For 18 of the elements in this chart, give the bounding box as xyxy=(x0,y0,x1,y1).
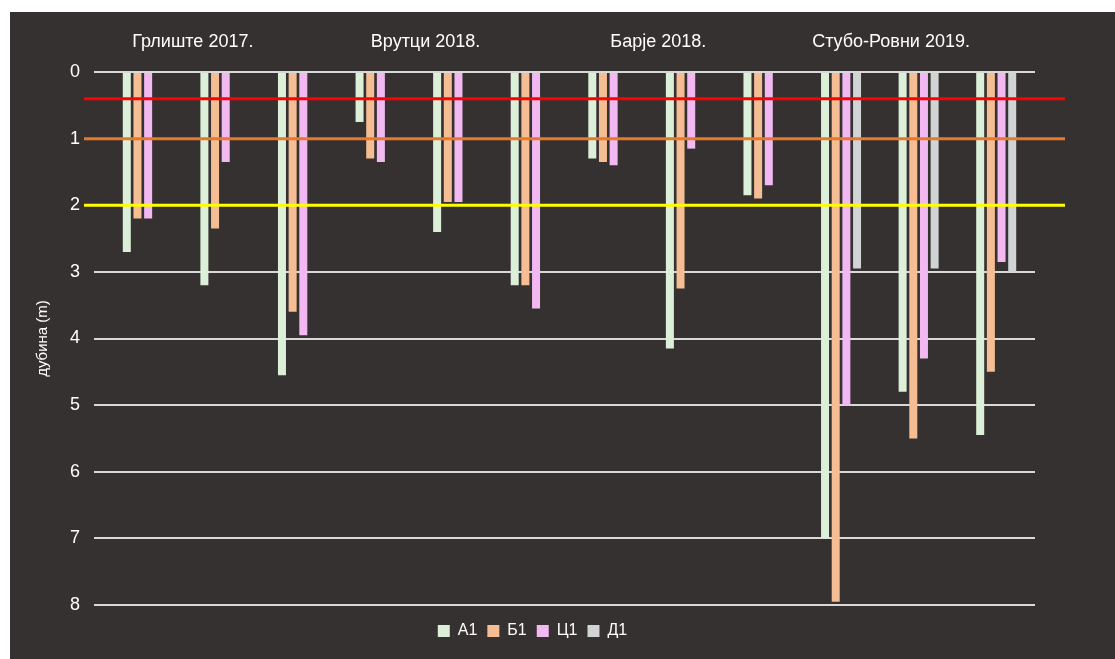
y-axis-title: дубина (m) xyxy=(33,300,51,377)
y-tick-label: 0 xyxy=(70,60,81,81)
y-tick-label: 5 xyxy=(70,394,81,415)
y-tick-label: 4 xyxy=(70,327,81,348)
text: Барје 2018. xyxy=(610,30,707,51)
y-tick-label: 3 xyxy=(70,260,81,281)
text: Врутци 2018. xyxy=(370,30,481,51)
legend-label: Д1 xyxy=(607,621,628,639)
y-tick-label: 2 xyxy=(70,194,81,215)
y-tick-label: 7 xyxy=(70,527,81,548)
legend-label: А1 xyxy=(457,621,478,639)
y-tick-label: 6 xyxy=(70,460,81,481)
legend-label: Б1 xyxy=(507,621,527,639)
y-tick-label: 1 xyxy=(70,127,81,148)
y-tick-label: 8 xyxy=(70,593,81,614)
text: Стубо-Ровни 2019. xyxy=(812,30,970,51)
text: Грлиште 2017. xyxy=(132,30,254,51)
legend-label: Ц1 xyxy=(556,621,578,639)
